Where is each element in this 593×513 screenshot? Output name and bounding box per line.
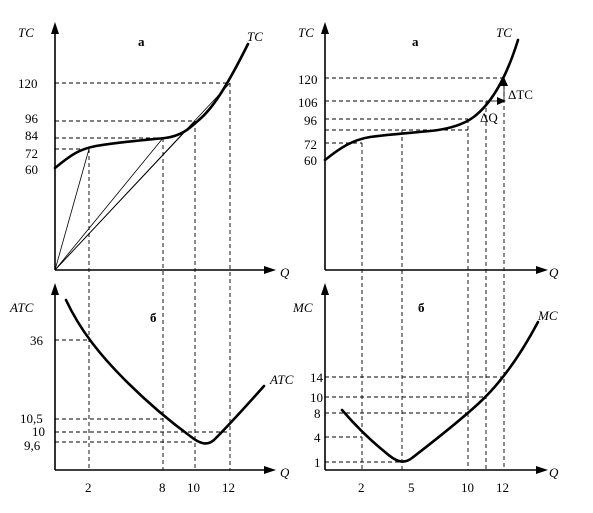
- p1-ytick-120: 120: [18, 76, 38, 91]
- p4-mc-curve: [340, 320, 540, 463]
- p4-curve-label: MC: [537, 308, 558, 323]
- p2-delta-tc: ΔTC: [508, 87, 533, 102]
- p4-x-axis-arrow: [536, 466, 548, 474]
- p3-curve-label: ATC: [269, 372, 294, 387]
- p3-y-label: ATC: [9, 300, 34, 315]
- p2-ytick-106: 106: [298, 95, 318, 110]
- panel-tc-increment: TC Q а TC 120 106 96 72 60 ΔTC ΔQ: [298, 22, 559, 280]
- p2-panel-label: а: [412, 34, 419, 49]
- vertical-guides: [88, 78, 505, 470]
- p1-panel-label: а: [138, 34, 145, 49]
- p3-atc-curve: [64, 298, 266, 445]
- p1-ytick-84: 84: [25, 128, 39, 143]
- p1-ray-q12: [54, 82, 231, 271]
- p4-y-axis-arrow: [321, 283, 329, 295]
- p2-delta-q: ΔQ: [480, 110, 498, 125]
- p1-curve-label: TC: [247, 29, 263, 44]
- p3-xtick-2: 2: [85, 480, 92, 495]
- p4-ytick-1: 1: [314, 455, 321, 470]
- p1-ytick-72: 72: [25, 146, 38, 161]
- p2-ytick-96: 96: [304, 113, 318, 128]
- p4-ytick-8: 8: [314, 406, 321, 421]
- panel-mc: MC Q б MC 14 10 8 4 1 2 5 10 12: [292, 283, 559, 495]
- p1-ytick-96: 96: [25, 111, 39, 126]
- p3-ytick-36: 36: [30, 333, 44, 348]
- p4-xtick-10: 10: [461, 480, 474, 495]
- p2-tc-curve: [323, 38, 520, 162]
- p3-x-axis-arrow: [264, 466, 276, 474]
- p4-ytick-10: 10: [310, 390, 323, 405]
- p4-ytick-14: 14: [310, 370, 324, 385]
- p2-x-label: Q: [549, 265, 559, 280]
- p3-ytick-10: 10: [32, 424, 45, 439]
- p3-x-label: Q: [280, 465, 290, 480]
- p2-y-axis-arrow: [321, 22, 329, 34]
- p1-ray-q2: [54, 148, 90, 271]
- p4-x-label: Q: [549, 465, 559, 480]
- p3-y-axis-arrow: [51, 283, 59, 295]
- p2-ytick-120: 120: [298, 72, 318, 87]
- p1-ray-q8: [54, 137, 164, 271]
- p4-panel-label: б: [418, 300, 425, 315]
- p1-y-axis-arrow: [51, 22, 59, 34]
- p1-ytick-60: 60: [25, 162, 38, 177]
- panel-atc: ATC Q б ATC 36 10,5 10 9,6 2 8 10 12: [9, 283, 294, 495]
- p4-xtick-2: 2: [358, 480, 365, 495]
- p2-dq-arrowhead: [497, 97, 506, 105]
- p2-ytick-72: 72: [304, 137, 317, 152]
- p3-ytick-9-6: 9,6: [24, 438, 41, 453]
- p1-x-label: Q: [280, 265, 290, 280]
- p1-y-label: TC: [18, 25, 34, 40]
- p3-ytick-10-5: 10,5: [20, 411, 43, 426]
- p3-xtick-10: 10: [187, 480, 200, 495]
- p1-x-axis-arrow: [264, 266, 276, 274]
- p1-tc-curve: [53, 42, 250, 170]
- p3-panel-label: б: [150, 310, 157, 325]
- p2-ytick-60: 60: [304, 153, 317, 168]
- panel-tc-rays: TC Q а TC 120 96 84 72 60: [18, 22, 290, 280]
- p4-y-label: MC: [292, 300, 313, 315]
- p4-xtick-5: 5: [408, 480, 415, 495]
- p4-xtick-12: 12: [496, 480, 509, 495]
- p3-xtick-12: 12: [222, 480, 235, 495]
- p2-y-label: TC: [298, 25, 314, 40]
- p2-curve-label: TC: [496, 25, 512, 40]
- p3-xtick-8: 8: [159, 480, 166, 495]
- p4-ytick-4: 4: [314, 430, 321, 445]
- p2-x-axis-arrow: [536, 266, 548, 274]
